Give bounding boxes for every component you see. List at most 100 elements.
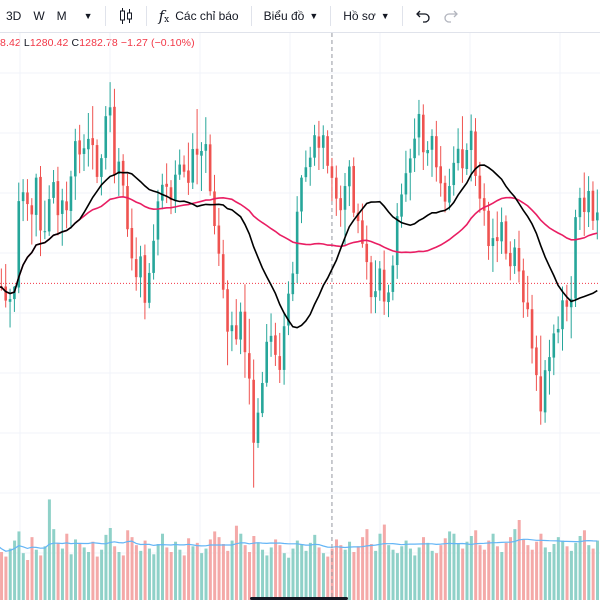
candle	[382, 250, 386, 315]
volume-bar	[143, 540, 147, 600]
volume-bar	[574, 542, 578, 600]
candle-body	[304, 167, 308, 178]
candle-body	[426, 150, 429, 154]
volume-bar	[252, 536, 256, 600]
candle	[400, 183, 403, 228]
candle	[104, 106, 108, 170]
candle-body	[134, 259, 138, 278]
candle	[461, 116, 464, 183]
legend-change: −1.27 (−0.10%)	[120, 37, 195, 49]
candle	[156, 189, 160, 256]
volume-bar	[426, 542, 430, 600]
candle-body	[30, 205, 34, 215]
timeframe-m-button[interactable]: M	[56, 9, 67, 23]
candle	[374, 260, 377, 314]
volume-bar	[21, 553, 25, 600]
volume-bar	[361, 537, 365, 600]
scroll-indicator[interactable]	[250, 597, 348, 600]
volume-bar	[52, 529, 56, 600]
candle	[26, 179, 29, 221]
candle-body	[17, 201, 21, 288]
volume-bar	[591, 548, 595, 600]
volume-bar	[561, 540, 565, 600]
volume-bar	[495, 546, 499, 600]
volume-bar	[295, 540, 299, 600]
candle	[456, 128, 460, 171]
candle	[178, 149, 181, 180]
candle-body	[474, 131, 477, 176]
volume-bar	[548, 552, 552, 600]
candle	[113, 88, 116, 184]
candle	[130, 208, 134, 271]
volume-bar	[121, 555, 125, 600]
redo-button[interactable]	[437, 0, 465, 32]
volume-bar	[134, 545, 138, 600]
candle	[417, 99, 421, 156]
candle-body	[165, 183, 168, 187]
volume-bar	[321, 553, 325, 600]
candle	[591, 181, 595, 230]
candle-body	[561, 300, 564, 330]
candle	[187, 142, 190, 195]
volume-bar	[39, 555, 43, 600]
volume-bar	[200, 553, 204, 600]
candle-body	[204, 144, 208, 151]
candle-body	[230, 325, 234, 332]
volume-bar	[126, 530, 130, 600]
candle	[439, 146, 442, 197]
candle-body	[282, 326, 286, 370]
ohlc-legend: 8.42 L1280.42 C1282.78 −1.27 (−0.10%)	[0, 37, 195, 49]
candle-body	[226, 289, 229, 332]
candle	[495, 211, 499, 263]
candle-body	[430, 135, 434, 150]
candle-body	[217, 225, 221, 254]
volume-bar	[108, 528, 112, 600]
candle-body	[435, 136, 438, 168]
candle	[569, 276, 573, 339]
profile-button[interactable]: Hồ sơ ▼	[337, 0, 395, 32]
volume-bar	[34, 549, 38, 600]
candle	[256, 398, 260, 448]
candle-body	[174, 174, 177, 201]
candle-body	[339, 198, 342, 211]
candle	[352, 157, 355, 218]
volume-bar	[43, 546, 47, 600]
volume-bar	[113, 546, 117, 600]
charts-label: Biểu đồ	[263, 9, 305, 23]
chart-type-button[interactable]	[112, 0, 140, 32]
volume-bar	[56, 542, 60, 600]
candle	[121, 154, 125, 197]
undo-icon	[415, 9, 431, 23]
candle	[269, 313, 273, 357]
candle-body	[535, 347, 538, 376]
volume-bar	[530, 549, 534, 600]
candle	[408, 148, 412, 201]
timeframe-dropdown[interactable]: ▼	[73, 0, 99, 32]
volume-bar	[100, 549, 104, 600]
timeframe-w-button[interactable]: W	[33, 9, 45, 23]
volume-bar	[522, 539, 526, 600]
candle-body	[404, 173, 408, 195]
volume-bar	[104, 534, 108, 600]
candle	[469, 114, 473, 182]
timeframe-3d-button[interactable]: 3D	[6, 9, 22, 23]
candle-body	[574, 217, 577, 299]
charts-button[interactable]: Biểu đồ ▼	[258, 0, 325, 32]
candlestick-series	[0, 82, 599, 488]
volume-moving-average-line	[0, 538, 598, 552]
volume-bar	[317, 547, 321, 600]
candle-body	[408, 158, 412, 173]
volume-bar	[539, 533, 543, 600]
candle-body	[591, 190, 595, 221]
volume-bar	[221, 544, 225, 600]
candle	[561, 286, 564, 351]
candle-body	[65, 201, 68, 211]
candle	[526, 275, 529, 317]
candle-body	[252, 379, 255, 443]
undo-button[interactable]	[409, 0, 437, 32]
candle	[30, 198, 34, 245]
candle	[74, 128, 77, 200]
volume-bar	[543, 547, 547, 600]
price-chart[interactable]	[0, 33, 600, 600]
